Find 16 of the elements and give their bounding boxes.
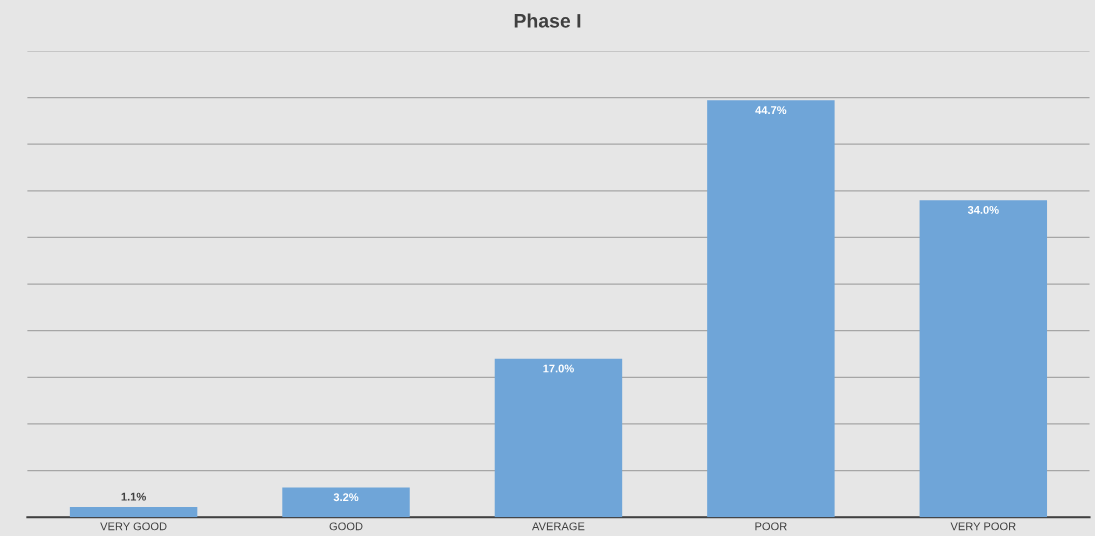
bar — [707, 100, 835, 518]
bar — [69, 506, 198, 518]
x-tick-label: POOR — [755, 522, 787, 531]
bar — [282, 487, 410, 518]
data-label: 1.1% — [121, 492, 146, 501]
x-tick-label: VERY GOOD — [100, 522, 167, 531]
x-tick-label: GOOD — [329, 522, 363, 531]
chart-title: Phase I — [514, 13, 581, 28]
data-label: 3.2% — [333, 493, 359, 502]
x-tick-label: VERY POOR — [950, 522, 1016, 531]
data-label: 17.0% — [543, 364, 574, 373]
bar — [919, 200, 1048, 518]
x-tick-label: AVERAGE — [532, 522, 585, 531]
data-label: 44.7% — [755, 106, 787, 115]
data-label: 34.0% — [967, 205, 999, 214]
bar — [494, 358, 623, 518]
